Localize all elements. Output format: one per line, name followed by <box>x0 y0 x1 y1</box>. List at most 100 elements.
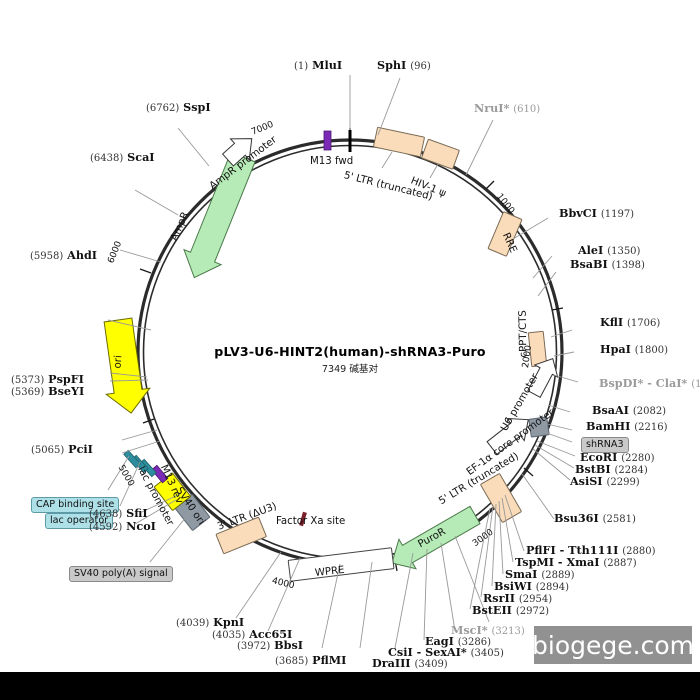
site-pcii-name: PciI <box>68 442 93 456</box>
site-bsu36i-position: (2581) <box>602 514 636 525</box>
site-ecori-position: (2280) <box>621 453 655 464</box>
site-bamhi-name: BamHI <box>586 419 631 433</box>
site-bamhi-position: (2216) <box>634 422 668 433</box>
site-pflfi-tth111i-name: PflFI - Tth111I <box>526 543 619 557</box>
site-eagi-name: EagI <box>425 634 454 648</box>
feature-puror-arrow <box>391 505 481 570</box>
site-scai-position: (6438) <box>90 153 124 164</box>
site-pflmi: (3685) PflMI <box>275 654 346 668</box>
site-pspfi-name: PspFI <box>48 372 84 386</box>
site-csii-sexai: CsiI - SexAI* (3405) <box>388 645 504 660</box>
site-bstei-name: BstEII <box>472 603 512 617</box>
site-bseyi-position: (5369) <box>11 387 45 398</box>
site-bsu36i-name: Bsu36I <box>554 511 599 525</box>
site-mlui-name: MluI <box>312 58 343 72</box>
badge-shrna3: shRNA3 <box>581 437 629 453</box>
feature-ampr-arrow <box>183 151 256 279</box>
site-bseyi-name: BseYI <box>48 384 85 398</box>
feature-3-ltr-du3 <box>215 516 267 555</box>
site-rsrii-name: RsrII <box>483 591 515 605</box>
site-sphi: SphI (96) <box>377 59 431 73</box>
badge-cap-binding-site: CAP binding site <box>31 497 120 513</box>
site-acc65i-position: (4035) <box>212 630 246 641</box>
site-pflfi-tth111i: PflFI - Tth111I (2880) <box>526 543 656 558</box>
site-pspfi-position: (5373) <box>11 375 45 386</box>
site-rsrii: RsrII (2954) <box>483 591 553 606</box>
site-bbsi-name: BbsI <box>274 638 303 652</box>
site-alei: AleI (1350) <box>578 244 641 258</box>
feature-ori-arrow <box>103 317 151 414</box>
badge-lac-operator: lac operator <box>45 513 114 529</box>
site-kpni: (4039) KpnI <box>176 615 245 630</box>
feature-5-ltr-truncated <box>373 126 425 158</box>
site-mlui-position: (1) <box>294 61 309 72</box>
site-smai-name: SmaI <box>505 567 538 581</box>
site-bsiwi-name: BsiWI <box>494 579 532 593</box>
site-bsu36i: Bsu36I (2581) <box>554 511 636 526</box>
site-asisi-name: AsiSI <box>570 474 603 488</box>
site-kfli: KflI (1706) <box>600 315 660 330</box>
site-eagi-position: (3286) <box>457 637 492 648</box>
site-bsaai-name: BsaAI <box>592 403 629 417</box>
site-bbsi-position: (3972) <box>237 641 271 652</box>
site-bstei-position: (2972) <box>515 606 550 617</box>
watermark-badge: biogege.com <box>532 626 694 664</box>
badge-sv40-polya-signal: SV40 poly(A) signal <box>69 566 173 582</box>
site-mlui: (1) MluI <box>294 58 343 73</box>
site-csii-sexai-position: (3405) <box>470 648 504 659</box>
site-msci-position: (3213) <box>491 626 525 637</box>
site-bseyi: (5369) BseYI <box>11 384 85 399</box>
site-scai-name: ScaI <box>127 150 155 164</box>
site-tspmi-xmai-position: (2887) <box>603 558 637 569</box>
site-ncoi-position: (4592) <box>89 522 123 533</box>
site-acc65i: (4035) Acc65I <box>212 628 292 642</box>
site-csii-sexai-name: CsiI - SexAI* <box>388 645 467 659</box>
leader-lines <box>107 75 579 649</box>
site-sphi-position: (96) <box>410 61 431 72</box>
site-sfii: (4638) SfiI <box>89 506 148 521</box>
plasmid-size-label: 7349 碱基对 <box>321 364 379 375</box>
site-bstbi: BstBI (2284) <box>575 463 648 477</box>
feature-label-m13-fwd: M13 fwd <box>310 156 354 167</box>
site-bspdi-clai-position: (1957) <box>691 379 700 390</box>
site-draiii: DraIII (3409) <box>372 657 448 671</box>
watermark-text: biogege.com <box>532 630 694 660</box>
site-kpni-position: (4039) <box>176 618 210 629</box>
site-kfli-name: KflI <box>600 315 624 329</box>
site-msci: MscI* (3213) <box>451 624 525 638</box>
site-rsrii-position: (2954) <box>518 594 553 605</box>
site-ahdi: (5958) AhdI <box>30 248 98 263</box>
site-eagi: EagI (3286) <box>425 634 492 649</box>
site-pcii-position: (5065) <box>31 445 65 456</box>
site-smai-position: (2889) <box>541 570 575 581</box>
site-alei-position: (1350) <box>607 246 641 257</box>
site-ahdi-name: AhdI <box>67 248 98 262</box>
site-ecori-name: EcoRI <box>580 450 618 464</box>
site-nrui-position: (610) <box>513 104 541 115</box>
site-sspi-position: (6762) <box>146 103 180 114</box>
site-pflmi-position: (3685) <box>275 656 309 667</box>
feature-label-cppt-cts: cPPT/CTS <box>517 310 530 358</box>
site-ahdi-position: (5958) <box>30 251 64 262</box>
site-ncoi-name: NcoI <box>126 519 156 533</box>
site-bspdi-clai-name: BspDI* - ClaI* <box>599 376 688 390</box>
site-pcii: (5065) PciI <box>31 442 93 457</box>
site-bstei: BstEII (2972) <box>472 603 550 618</box>
site-bsabi-name: BsaBI <box>570 257 608 271</box>
site-nrui-name: NruI* <box>474 101 510 115</box>
site-ncoi: (4592) NcoI <box>89 519 156 534</box>
feature-factor-xa-site-mark <box>299 511 307 527</box>
feature-u6-promoter-arrow <box>527 358 559 398</box>
site-bsabi-position: (1398) <box>611 260 645 271</box>
site-sspi-name: SspI <box>183 100 211 114</box>
site-asisi-position: (2299) <box>606 477 640 488</box>
site-sfii-name: SfiI <box>126 506 148 520</box>
site-scai: (6438) ScaI <box>90 150 155 165</box>
site-kpni-name: KpnI <box>213 615 245 629</box>
feature-wpre-box <box>287 547 395 582</box>
site-bsiwi-position: (2894) <box>535 582 569 593</box>
site-bbsi: (3972) BbsI <box>237 638 303 653</box>
site-tspmi-xmai-name: TspMI - XmaI <box>515 555 600 569</box>
site-bsaai: BsaAI (2082) <box>592 403 666 418</box>
